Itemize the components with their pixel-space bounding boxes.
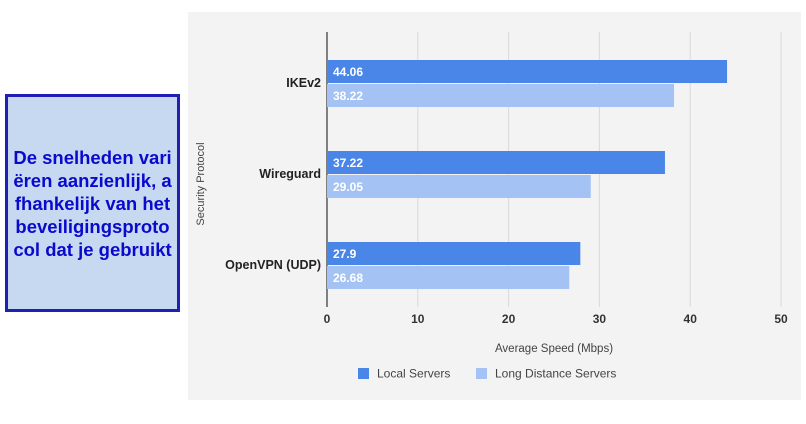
bar-local	[327, 60, 728, 83]
category-label: OpenVPN (UDP)	[225, 258, 321, 272]
legend: Local Servers Long Distance Servers	[358, 367, 616, 381]
bar-value-label: 38.22	[333, 89, 363, 103]
bar-long-distance	[327, 84, 675, 107]
value-labels: 44.06 38.22 37.22 29.05 27.9 26.68	[333, 65, 363, 285]
bar-value-label: 37.22	[333, 156, 363, 170]
legend-label: Local Servers	[377, 367, 450, 381]
bar-local	[327, 151, 665, 174]
callout-box: De snelheden variëren aanzienlijk, afhan…	[5, 94, 180, 312]
bar-long-distance	[327, 266, 570, 289]
x-tick-label: 10	[411, 312, 425, 326]
bar-chart: 44.06 38.22 37.22 29.05 27.9 26.68 IKEv2 Wireg…	[195, 32, 788, 381]
bars	[327, 60, 728, 289]
legend-label: Long Distance Servers	[495, 367, 616, 381]
legend-swatch	[476, 368, 487, 379]
bar-long-distance	[327, 175, 591, 198]
bar-value-label: 44.06	[333, 65, 363, 79]
callout-text: De snelheden variëren aanzienlijk, afhan…	[13, 146, 172, 260]
x-axis-title: Average Speed (Mbps)	[495, 343, 613, 355]
bar-value-label: 27.9	[333, 247, 357, 261]
bar-value-label: 29.05	[333, 180, 363, 194]
y-axis-title: Security Protocol	[195, 142, 207, 225]
legend-swatch	[358, 368, 369, 379]
bar-value-label: 26.68	[333, 271, 363, 285]
chart-panel: 44.06 38.22 37.22 29.05 27.9 26.68 IKEv2 Wireg…	[188, 12, 801, 400]
category-labels: IKEv2 Wireguard OpenVPN (UDP)	[225, 76, 321, 272]
x-tick-label: 30	[593, 312, 607, 326]
x-tick-label: 40	[684, 312, 698, 326]
bar-local	[327, 242, 581, 265]
tick-labels: 0 10 20 30 40 50	[324, 312, 788, 326]
x-tick-label: 20	[502, 312, 516, 326]
category-label: Wireguard	[259, 167, 321, 181]
category-label: IKEv2	[286, 76, 321, 90]
x-tick-label: 0	[324, 312, 331, 326]
x-tick-label: 50	[774, 312, 788, 326]
